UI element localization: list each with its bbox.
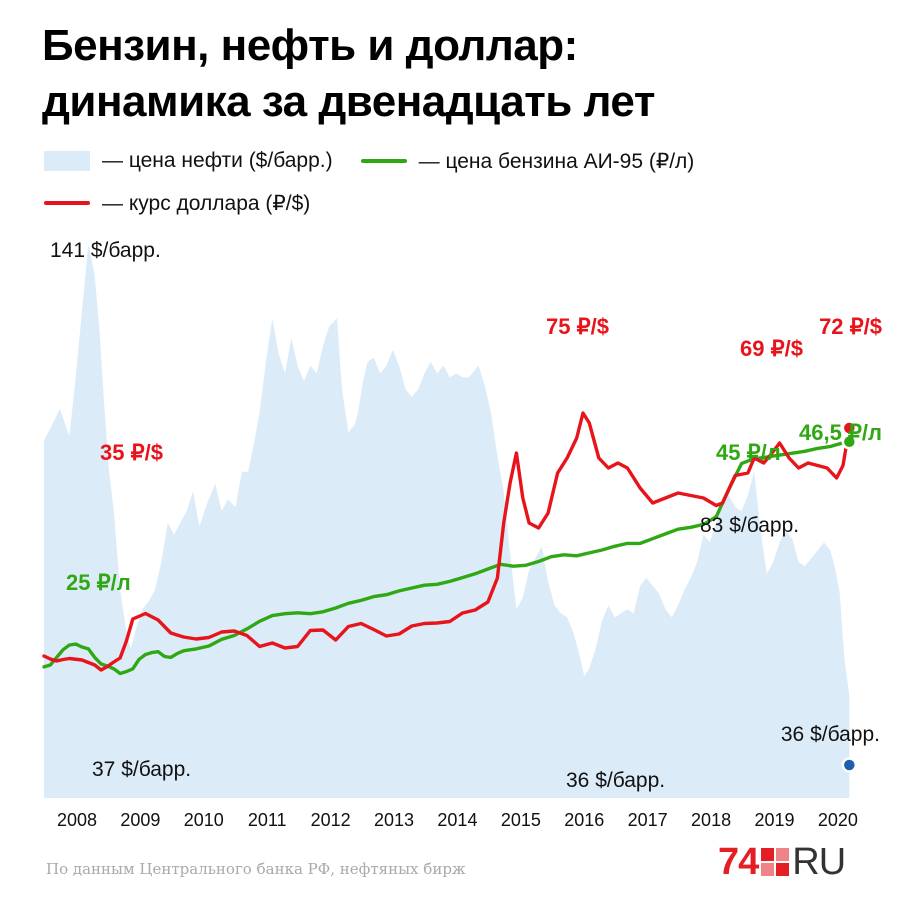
oil-label-37: 37 $/барр. [92,758,191,781]
x-tick-label: 2009 [120,810,160,830]
legend-row-2: — курс доллара (₽/$) [44,188,338,218]
x-tick-label: 2008 [57,810,97,830]
legend-label-oil: — цена нефти ($/барр.) [102,149,333,172]
legend-row-1: — цена нефти ($/барр.) — цена бензина АИ… [44,146,722,176]
dollar-rate-line [42,411,851,672]
x-axis-ticks: 2008 2009 2010 2011 2012 2013 2014 2015 2016 2017… [57,810,858,830]
x-tick-label: 2013 [374,810,414,830]
gasoline-series [42,440,851,676]
dollar-label-75: 75 ₽/$ [546,314,609,339]
legend-item-gasoline: — цена бензина АИ-95 (₽/л) [360,149,695,174]
oil-label-141: 141 $/барр. [50,239,161,262]
legend-swatch-gasoline [360,159,407,163]
dollar-label-69: 69 ₽/$ [740,336,803,361]
x-tick-label: 2015 [501,810,541,830]
logo-mark-icon [761,848,790,876]
legend-swatch-dollar [44,201,90,205]
x-tick-label: 2020 [818,810,858,830]
logo-number: 74 [718,841,759,883]
chart-title-line-2: динамика за двенадцать лет [42,77,655,126]
legend-item-oil: — цена нефти ($/барр.) [44,149,333,173]
dollar-series [42,411,851,672]
oil-label-83: 83 $/барр. [700,514,799,537]
dollar-label-72: 72 ₽/$ [819,314,882,339]
x-tick-label: 2012 [311,810,351,830]
x-tick-label: 2018 [691,810,731,830]
source-note: По данным Центрального банка РФ, нефтяны… [46,860,466,878]
x-tick-label: 2019 [754,810,794,830]
x-tick-label: 2014 [437,810,477,830]
annotation-labels: 141 $/барр. 37 $/барр. 36 $/барр. 83 $/барр… [50,239,882,792]
x-tick-label: 2011 [248,810,287,830]
oil-label-36-2016: 36 $/барр. [566,769,665,792]
dollar-label-35: 35 ₽/$ [100,440,163,465]
legend-item-dollar: — курс доллара (₽/$) [44,191,310,216]
chart-title: Бензин, нефть и доллар: динамика за двен… [42,18,882,130]
oil-end-dot [841,757,858,773]
logo-suffix: RU [792,841,846,883]
logo: 74 RU [718,841,846,883]
oil-series [44,243,850,798]
legend-label-gasoline: — цена бензина АИ-95 (₽/л) [418,149,695,173]
oil-label-36-2020: 36 $/барр. [781,723,880,746]
x-tick-label: 2016 [564,810,604,830]
gasoline-end-dot [841,434,858,450]
gasoline-label-45: 45 ₽/л [716,440,781,465]
legend-swatch-oil [44,151,90,171]
gasoline-price-line [42,440,851,676]
chart-title-line-1: Бензин, нефть и доллар: [42,21,578,70]
x-tick-label: 2010 [184,810,224,830]
gasoline-label-46-5: 46,5 ₽/л [799,420,882,445]
gasoline-label-25: 25 ₽/л [66,570,131,595]
legend-label-dollar: — курс доллара (₽/$) [102,191,311,215]
oil-price-area [44,243,850,798]
x-tick-label: 2017 [628,810,668,830]
